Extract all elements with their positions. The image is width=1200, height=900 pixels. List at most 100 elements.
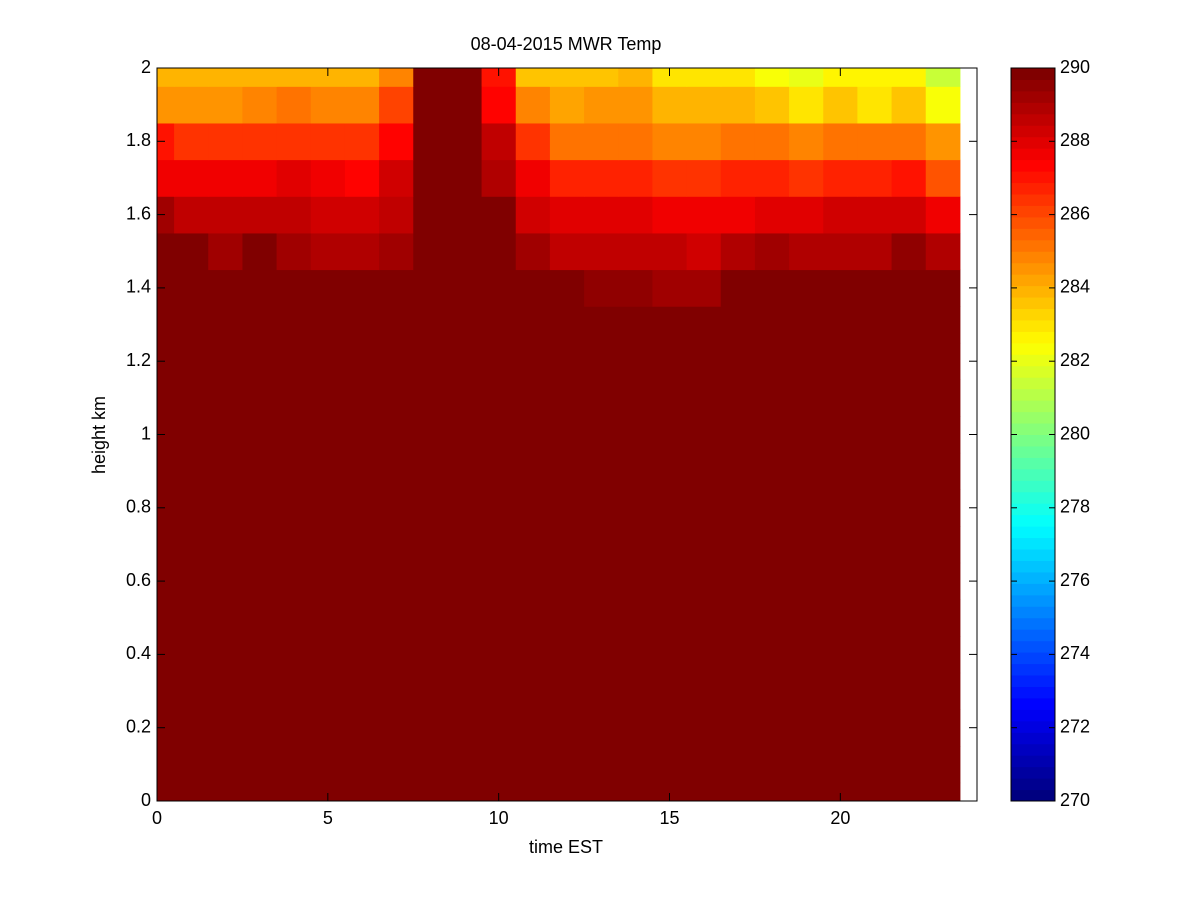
heat-cell	[481, 342, 517, 381]
heat-cell	[481, 269, 517, 307]
heat-cell	[276, 122, 312, 161]
heat-cell	[857, 489, 893, 527]
heat-cell	[823, 68, 858, 87]
heat-cell	[174, 562, 209, 600]
heat-cell	[174, 782, 209, 802]
heat-cell	[447, 86, 483, 124]
heat-cell	[925, 122, 961, 161]
heat-cell	[686, 452, 722, 490]
heat-cell	[447, 526, 483, 564]
colorbar-step	[1011, 68, 1055, 80]
colorbar-step	[1011, 342, 1055, 355]
heat-cell	[208, 709, 243, 747]
heat-cell	[584, 452, 619, 490]
colorbar-step	[1011, 148, 1055, 161]
colorbar-step	[1011, 675, 1055, 687]
heat-cell	[618, 526, 653, 564]
heat-cell	[344, 599, 380, 637]
heat-cell	[754, 452, 790, 490]
heat-cell	[379, 636, 414, 674]
colorbar-step	[1011, 445, 1055, 458]
y-tick-label: 0.8	[126, 497, 151, 517]
heat-cell	[276, 489, 312, 527]
heat-cell	[652, 672, 688, 710]
heat-cell	[208, 196, 243, 234]
heat-cell	[720, 196, 756, 234]
heat-cell	[208, 86, 243, 124]
heat-cell	[310, 306, 346, 344]
heat-cell	[754, 122, 790, 161]
heat-cell	[549, 416, 585, 454]
heat-cell	[157, 196, 175, 234]
heat-cell	[652, 306, 688, 344]
heat-cell	[891, 86, 927, 124]
heat-cell	[618, 636, 653, 674]
heat-cell	[549, 306, 585, 344]
heat-cell	[618, 672, 653, 710]
colorbar-step	[1011, 697, 1055, 710]
colorbar-step	[1011, 308, 1055, 321]
heat-cell	[549, 562, 585, 600]
heat-cell	[925, 68, 961, 87]
heat-cell	[754, 746, 790, 784]
heat-cell	[549, 159, 585, 197]
heat-cell	[720, 672, 756, 710]
heat-cell	[242, 416, 278, 454]
heat-cell	[925, 379, 961, 417]
heat-cell	[754, 562, 790, 600]
heat-cell	[584, 416, 619, 454]
heat-cell	[157, 489, 175, 527]
heat-cell	[823, 86, 858, 124]
heat-cell	[754, 232, 790, 271]
heat-cell	[344, 416, 380, 454]
colorbar-step	[1011, 720, 1055, 733]
heat-cell	[157, 342, 175, 381]
heat-cell	[891, 599, 927, 637]
heat-cell	[857, 196, 893, 234]
heat-cell	[857, 379, 893, 417]
heat-cell	[925, 86, 961, 124]
heat-cell	[652, 122, 688, 161]
colorbar-tick-label: 274	[1060, 643, 1090, 663]
heat-cell	[686, 379, 722, 417]
heat-cell	[686, 306, 722, 344]
heat-cell	[515, 782, 551, 802]
heat-cell	[549, 232, 585, 271]
heat-cell	[481, 68, 517, 87]
heat-cell	[413, 86, 448, 124]
heat-cell	[447, 416, 483, 454]
heat-cell	[481, 159, 517, 197]
heat-cell	[208, 379, 243, 417]
heat-cell	[754, 709, 790, 747]
heat-cell	[515, 709, 551, 747]
heat-cell	[379, 562, 414, 600]
heat-cell	[276, 379, 312, 417]
heat-cell	[652, 86, 688, 124]
colorbar-step	[1011, 457, 1055, 470]
colorbar-tick-label: 276	[1060, 570, 1090, 590]
heat-cell	[652, 232, 688, 271]
heat-cell	[276, 599, 312, 637]
colorbar-step	[1011, 171, 1055, 184]
heat-cell	[584, 562, 619, 600]
heat-cell	[413, 526, 448, 564]
heat-cell	[686, 526, 722, 564]
heat-cell	[754, 68, 790, 87]
heat-cell	[584, 782, 619, 802]
colorbar-step	[1011, 526, 1055, 539]
heat-cell	[379, 269, 414, 307]
heat-cell	[379, 452, 414, 490]
heat-cell	[310, 672, 346, 710]
colorbar-step	[1011, 125, 1055, 138]
heat-cell	[823, 232, 858, 271]
heat-cell	[481, 452, 517, 490]
heat-cell	[481, 416, 517, 454]
heat-cell	[481, 562, 517, 600]
heat-cell	[618, 122, 653, 161]
heat-cell	[652, 526, 688, 564]
heat-cell	[857, 599, 893, 637]
heat-cell	[379, 526, 414, 564]
heat-cell	[857, 636, 893, 674]
heat-cell	[584, 86, 619, 124]
